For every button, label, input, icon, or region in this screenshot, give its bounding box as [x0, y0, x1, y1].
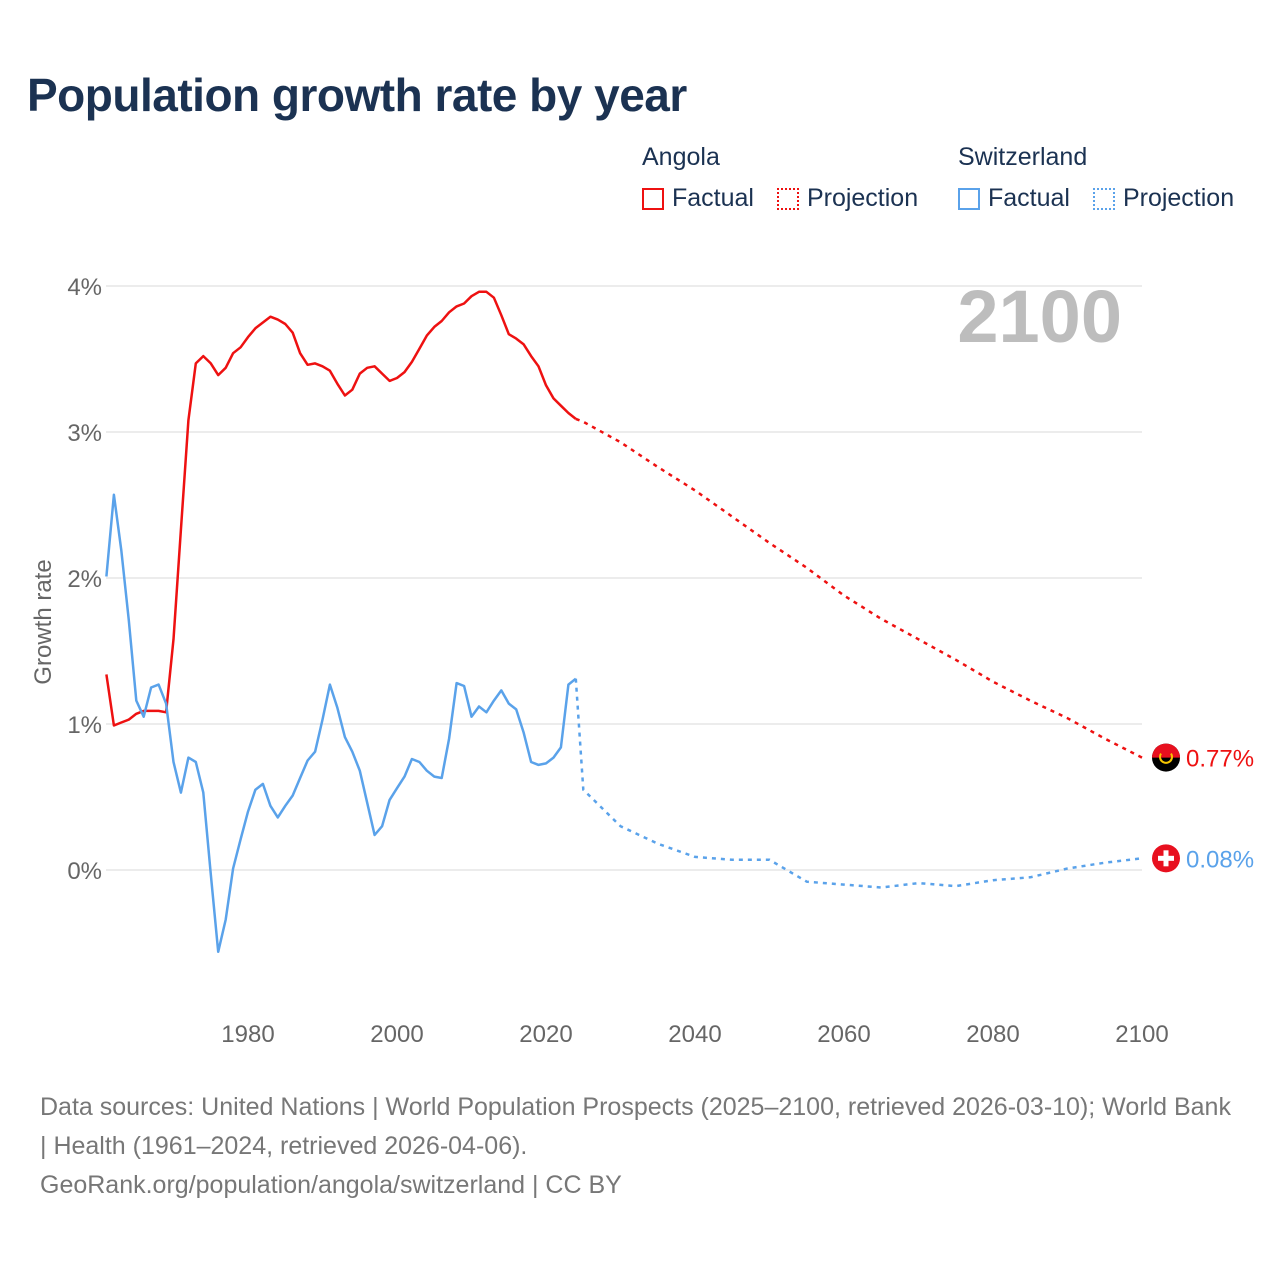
swiss-cross-icon	[1158, 855, 1174, 861]
solid-swatch-icon	[958, 187, 980, 210]
series-switzerland-projection-line	[574, 678, 1143, 889]
legend-group-name: Switzerland	[958, 143, 1088, 171]
x-tick-label: 2020	[519, 1021, 572, 1048]
year-watermark: 2100	[957, 275, 1122, 358]
end-value-label: 0.77%	[1186, 746, 1254, 773]
series-angola-factual-line	[105, 290, 577, 727]
y-axis-label: Growth rate	[30, 559, 57, 684]
angola-emblem-icon	[1159, 753, 1173, 764]
dotted-swatch-icon	[1092, 187, 1115, 210]
y-tick-label: 2%	[67, 566, 102, 593]
y-tick-label: 0%	[67, 858, 102, 885]
x-tick-label: 1980	[221, 1021, 274, 1048]
y-tick-label: 4%	[67, 274, 102, 301]
dotted-swatch-icon	[776, 187, 799, 210]
source-link[interactable]: GeoRank.org/population/angola/switzerlan…	[40, 1171, 622, 1199]
legend-angola-projection[interactable]: Projection	[776, 184, 919, 213]
x-tick-label: 2060	[817, 1021, 870, 1048]
legend-angola: Angola Factual Projection	[642, 143, 934, 217]
x-tick-label: 2040	[668, 1021, 721, 1048]
y-tick-label: 1%	[67, 712, 102, 739]
legend-label: Factual	[672, 184, 754, 212]
legend-angola-factual[interactable]: Factual	[642, 184, 754, 213]
y-tick-label: 3%	[67, 420, 102, 447]
legend-label: Projection	[1122, 184, 1235, 212]
legend-switzerland: Switzerland Factual Projection	[958, 143, 1234, 217]
x-tick-label: 2100	[1115, 1021, 1168, 1048]
footer: Data sources: United Nations | World Pop…	[40, 1088, 1240, 1205]
legend-group-name: Angola	[642, 143, 720, 171]
x-tick-label: 2080	[966, 1021, 1019, 1048]
legend-label: Projection	[806, 184, 919, 212]
line-chart: 0% 1% 2% 3% 4% 1980 2000 2020 2040 2060 2080 2100 Gr…	[30, 274, 1254, 1048]
x-tick-label: 2000	[370, 1021, 423, 1048]
series-switzerland-factual-line	[105, 493, 577, 954]
legend-switzerland-projection[interactable]: Projection	[1092, 184, 1235, 213]
angola-flag-icon	[1152, 743, 1181, 758]
legend-label: Factual	[988, 184, 1070, 212]
chart-title: Population growth rate by year	[27, 69, 687, 121]
end-value-label: 0.08%	[1186, 846, 1254, 873]
legend-switzerland-factual[interactable]: Factual	[958, 184, 1070, 213]
data-sources: Data sources: United Nations | World Pop…	[40, 1093, 1231, 1160]
solid-swatch-icon	[642, 187, 664, 210]
series-angola-projection-line	[575, 417, 1143, 759]
